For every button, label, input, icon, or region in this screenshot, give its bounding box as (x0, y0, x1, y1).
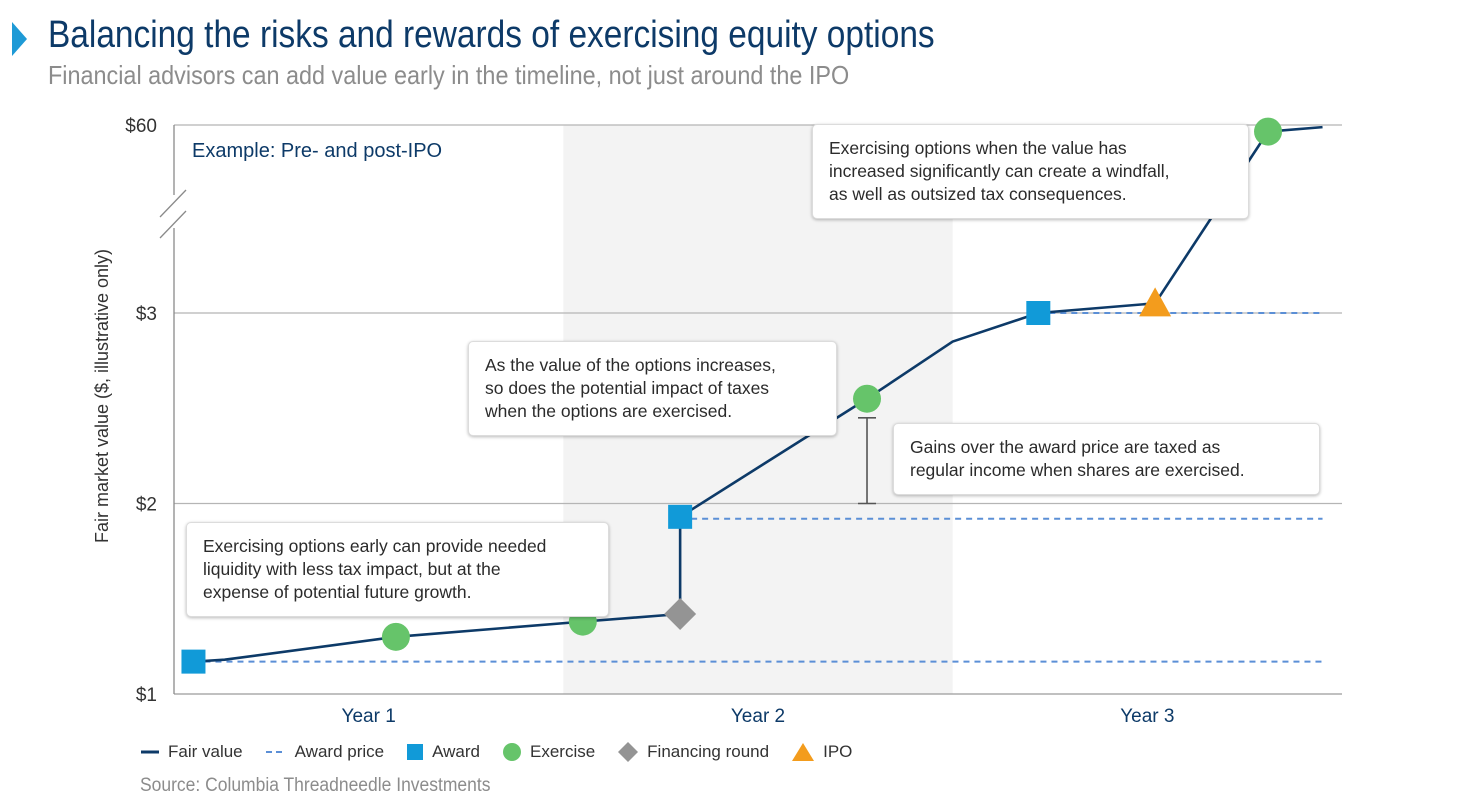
callout-gains: Gains over the award price are taxed as … (893, 423, 1320, 495)
callout-line: Exercising options early can provide nee… (203, 536, 547, 556)
source-note: Source: Columbia Threadneedle Investment… (140, 775, 491, 796)
y-tick-label: $1 (136, 685, 157, 706)
callout-line: regular income when shares are exercised… (910, 460, 1245, 480)
callout-line: Exercising options when the value has (829, 138, 1127, 158)
legend-item-ipo: IPO (791, 742, 852, 762)
y-axis-label: Fair market value ($, illustrative only) (92, 249, 112, 543)
axis-break-mark (159, 189, 187, 218)
legend-label: Financing round (647, 742, 770, 761)
callout-increase: As the value of the options increases, s… (468, 341, 837, 436)
callout-line: liquidity with less tax impact, but at t… (203, 559, 501, 579)
axis-break-mark (159, 210, 187, 239)
exercise-marker (853, 384, 882, 413)
legend-item-award-price: Award price (265, 742, 384, 762)
award-marker (668, 504, 693, 529)
title-arrow-icon (12, 22, 27, 56)
y-tick-label: $3 (136, 304, 157, 325)
triangle-icon (792, 743, 815, 761)
x-tick-label: Year 2 (731, 706, 785, 727)
chart-title: Example: Pre- and post-IPO (192, 140, 443, 162)
legend-item-exercise: Exercise (502, 742, 595, 762)
callout-line: expense of potential future growth. (203, 582, 472, 602)
fair-value-line (193, 125, 1323, 663)
y-tick-label: $60 (125, 116, 157, 137)
solid-line-icon (141, 750, 159, 754)
callout-line: As the value of the options increases, (485, 355, 776, 375)
callout-line: as well as outsized tax consequences. (829, 184, 1127, 204)
legend-label: IPO (823, 742, 853, 761)
page-subtitle: Financial advisors can add value early i… (48, 60, 850, 90)
callout-windfall: Exercising options when the value has in… (812, 124, 1249, 219)
legend-item-award: Award (406, 742, 480, 762)
page-title: Balancing the risks and rewards of exerc… (48, 14, 935, 56)
callout-line: when the options are exercised. (485, 401, 733, 421)
callout-line: increased significantly can create a win… (829, 161, 1170, 181)
y-tick-label: $2 (136, 495, 157, 516)
exercise-marker (1254, 117, 1283, 146)
financing-round-marker (664, 597, 697, 630)
x-tick-label: Year 1 (342, 706, 396, 727)
callout-line: Gains over the award price are taxed as (910, 437, 1221, 457)
legend-label: Fair value (168, 742, 243, 761)
ipo-marker (1139, 287, 1172, 317)
exercise-marker (381, 622, 410, 651)
dashed-line-icon (265, 751, 286, 753)
legend-label: Award price (294, 742, 385, 761)
legend-item-financing-round: Financing round (617, 741, 769, 763)
chart-legend: Fair value Award price Award Exercise Fi… (140, 738, 874, 766)
award-marker (181, 649, 206, 674)
legend-item-fair-value: Fair value (140, 742, 243, 762)
callout-line: so does the potential impact of taxes (485, 378, 770, 398)
award-marker (1026, 301, 1051, 325)
x-tick-label: Year 3 (1120, 706, 1174, 727)
callout-early: Exercising options early can provide nee… (186, 522, 609, 617)
diamond-icon (618, 742, 639, 762)
legend-label: Award (432, 742, 480, 761)
square-icon (407, 744, 424, 760)
legend-label: Exercise (529, 742, 596, 761)
circle-icon (502, 743, 521, 761)
